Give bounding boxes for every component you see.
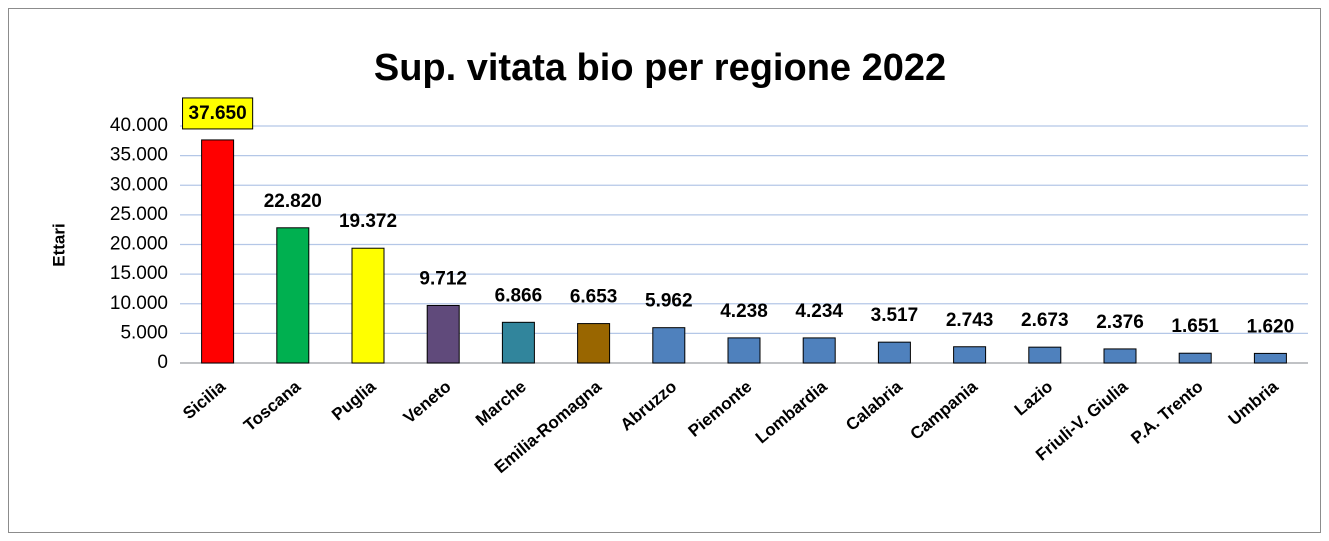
bar <box>802 337 836 364</box>
y-tick-label: 35.000 <box>110 145 168 166</box>
bar <box>426 304 460 364</box>
value-label: 9.712 <box>419 268 467 289</box>
y-axis-label: Ettari <box>49 223 68 266</box>
y-tick-label: 15.000 <box>110 263 168 284</box>
bar <box>877 341 911 364</box>
bar <box>276 227 310 364</box>
value-label: 6.866 <box>495 285 543 306</box>
bar <box>201 139 235 364</box>
value-label: 4.238 <box>720 301 768 322</box>
value-label: 2.376 <box>1096 312 1144 333</box>
value-label-box <box>182 97 254 130</box>
chart-title: Sup. vitata bio per regione 2022 <box>374 47 946 89</box>
value-label: 5.962 <box>645 291 693 312</box>
value-label: 3.517 <box>871 305 919 326</box>
bar <box>351 247 385 364</box>
y-tick-label: 0 <box>157 352 168 373</box>
bar <box>501 321 535 364</box>
value-label: 2.743 <box>946 310 994 331</box>
value-label: 1.620 <box>1247 316 1295 337</box>
value-label: 37.650 <box>189 103 247 124</box>
y-tick-label: 25.000 <box>110 204 168 225</box>
y-tick-label: 10.000 <box>110 293 168 314</box>
value-label: 1.651 <box>1171 316 1219 337</box>
value-label: 19.372 <box>339 211 397 232</box>
bar <box>577 323 611 364</box>
bar <box>953 346 987 364</box>
y-tick-label: 20.000 <box>110 234 168 255</box>
value-label: 2.673 <box>1021 310 1069 331</box>
value-label: 22.820 <box>264 191 322 212</box>
y-tick-label: 40.000 <box>110 115 168 136</box>
bar <box>727 337 761 364</box>
value-label: 6.653 <box>570 287 618 308</box>
y-tick-label: 5.000 <box>120 322 168 343</box>
bar <box>652 327 686 364</box>
y-tick-label: 30.000 <box>110 174 168 195</box>
value-label: 4.234 <box>795 301 843 322</box>
bar <box>1178 352 1212 364</box>
bar <box>1253 352 1287 364</box>
bar <box>1103 348 1137 364</box>
bar <box>1028 346 1062 364</box>
